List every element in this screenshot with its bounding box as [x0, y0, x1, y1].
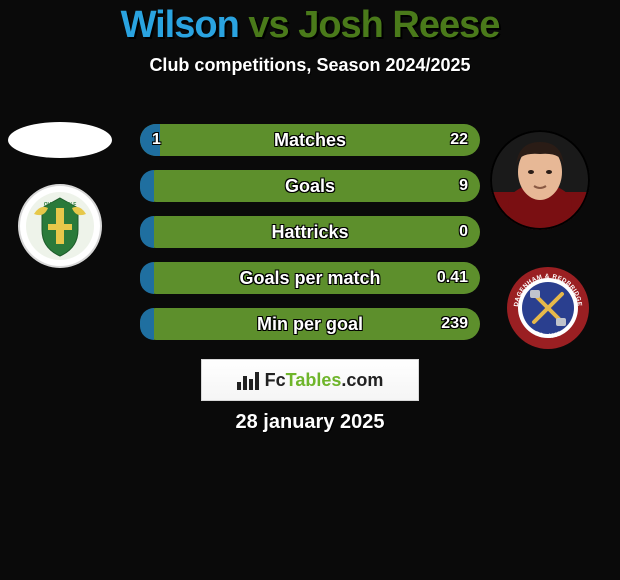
club-crest-icon: DAGENHAM & REDBRIDGE FC • 1992 — [506, 266, 590, 350]
title-vs: vs — [239, 4, 298, 46]
stats-bars: Matches1 22 Goals9 Hattricks0 Goals per matc… — [140, 124, 480, 354]
brand-text-accent: Tables — [286, 370, 342, 390]
comparison-infographic: Wilson vs Josh Reese Club competitions, … — [0, 4, 620, 580]
title-left: Wilson — [121, 4, 239, 46]
stat-row: Hattricks0 — [140, 216, 480, 248]
stat-value-right: 0.41 — [437, 269, 468, 287]
stat-row: Goals per match0.41 — [140, 262, 480, 294]
stat-label: Min per goal — [140, 314, 480, 335]
brand-text-suffix: .com — [341, 370, 383, 390]
date-stamp: 28 january 2025 — [0, 411, 620, 434]
stat-value-right: 22 — [450, 131, 468, 149]
stat-value-right: 0 — [459, 223, 468, 241]
person-icon — [490, 130, 590, 230]
stat-value-left: 1 — [152, 131, 161, 149]
player-left-avatar — [8, 122, 112, 158]
stat-row: Min per goal239 — [140, 308, 480, 340]
page-title: Wilson vs Josh Reese — [0, 4, 620, 47]
stat-row: Matches1 22 — [140, 124, 480, 156]
stat-label: Goals — [140, 176, 480, 197]
club-right-badge: DAGENHAM & REDBRIDGE FC • 1992 — [506, 266, 590, 350]
stat-label: Hattricks — [140, 222, 480, 243]
title-right: Josh Reese — [298, 4, 499, 46]
stat-label: Goals per match — [140, 268, 480, 289]
stat-value-right: 239 — [441, 315, 468, 333]
player-right-avatar — [490, 130, 590, 230]
brand-box[interactable]: FcTables.com — [201, 359, 419, 401]
svg-text:OVIL TOWN F: OVIL TOWN F — [44, 202, 77, 208]
shield-icon: OVIL TOWN F — [18, 184, 102, 268]
brand-text-fc: Fc — [265, 370, 286, 390]
bar-chart-icon — [237, 370, 259, 390]
brand-text: FcTables.com — [265, 370, 384, 391]
stat-row: Goals9 — [140, 170, 480, 202]
stat-label: Matches — [140, 130, 480, 151]
stat-value-right: 9 — [459, 177, 468, 195]
subtitle: Club competitions, Season 2024/2025 — [0, 55, 620, 76]
club-left-badge: OVIL TOWN F — [18, 184, 102, 268]
